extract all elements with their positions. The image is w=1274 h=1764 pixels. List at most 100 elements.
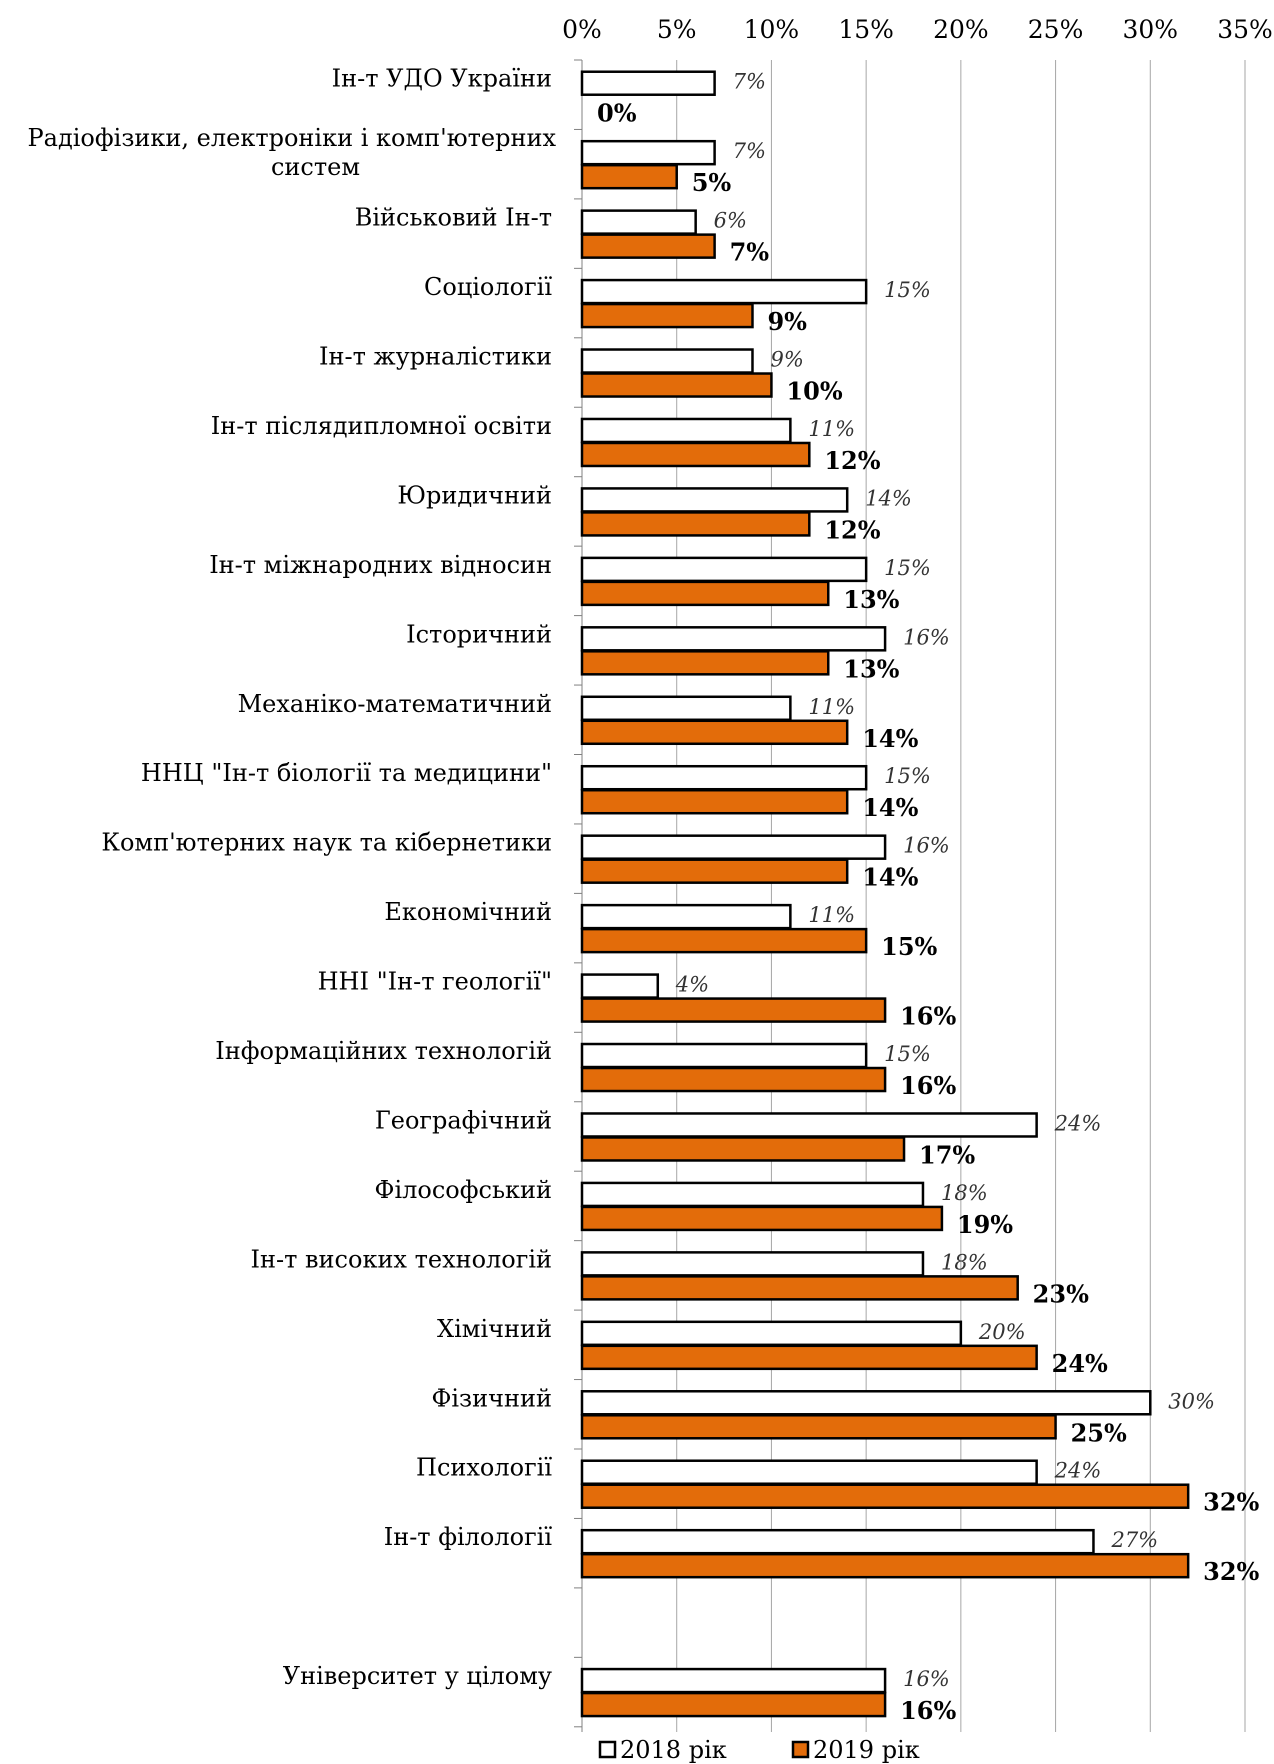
- legend-swatch-2019: [791, 1740, 810, 1759]
- bar-2019: [580, 1344, 1038, 1371]
- data-label-2018: 15%: [884, 278, 931, 302]
- bar-2019: [580, 1205, 944, 1232]
- data-labels: 7%0%7%5%6%7%15%9%9%10%11%12%14%12%15%13%…: [597, 70, 1260, 1725]
- data-label-2018: 30%: [1168, 1389, 1215, 1413]
- category-label: Комп'ютерних наук та кібернетики: [101, 829, 552, 857]
- data-label-2019: 24%: [1052, 1349, 1108, 1378]
- category-label: Психології: [416, 1454, 552, 1482]
- bar-2018: [580, 70, 716, 96]
- category-label: систем: [271, 153, 360, 181]
- data-label-2018: 24%: [1054, 1111, 1102, 1135]
- category-label: Філософський: [375, 1176, 552, 1204]
- category-label: Інформаційних технологій: [215, 1037, 552, 1065]
- bar-2018: [580, 626, 887, 652]
- data-label-2018: 16%: [903, 1667, 950, 1691]
- bar-2019: [580, 858, 849, 884]
- category-label: ННІ "Ін-т геології": [318, 968, 552, 996]
- legend: 2018 рік 2019 рік: [598, 1736, 920, 1764]
- bar-2018: [580, 1320, 963, 1347]
- category-label: Ін-т журналістики: [319, 343, 552, 371]
- bar-2019: [580, 927, 868, 954]
- data-label-2018: 24%: [1054, 1459, 1102, 1483]
- bar-2019: [580, 233, 716, 259]
- data-label-2019: 19%: [957, 1210, 1013, 1239]
- data-label-2019: 12%: [824, 446, 880, 475]
- bar-2019: [580, 1136, 906, 1162]
- category-label: Історичний: [406, 620, 552, 648]
- x-tick-label: 15%: [838, 15, 894, 44]
- data-label-2019: 13%: [843, 654, 899, 683]
- data-label-2019: 5%: [692, 168, 732, 197]
- data-label-2018: 15%: [884, 764, 931, 788]
- data-label-2019: 14%: [862, 724, 918, 753]
- data-label-2018: 18%: [941, 1250, 988, 1274]
- data-label-2019: 32%: [1203, 1557, 1259, 1586]
- bar-2019: [580, 302, 754, 329]
- category-labels: Ін-т УДО України Радіофізики, електроніки…: [28, 65, 557, 1690]
- bar-2018: [580, 1459, 1038, 1485]
- category-label: Радіофізики, електроніки і комп'ютерних: [28, 124, 557, 152]
- bar-2019: [580, 997, 887, 1023]
- category-label: Університет у цілому: [283, 1662, 552, 1690]
- data-label-2019: 23%: [1033, 1279, 1089, 1308]
- bar-2018: [580, 348, 754, 374]
- category-label: Фізичний: [431, 1384, 552, 1412]
- bar-2018: [580, 1667, 887, 1694]
- bar-2019: [580, 163, 678, 190]
- category-label: Ін-т високих технологій: [251, 1245, 552, 1273]
- data-label-2019: 7%: [730, 238, 770, 267]
- x-tick-label: 25%: [1028, 15, 1084, 44]
- bar-2018: [580, 556, 868, 583]
- data-label-2019: 15%: [881, 932, 937, 961]
- x-tick-label: 35%: [1217, 15, 1273, 44]
- data-label-2018: 6%: [714, 209, 747, 233]
- category-label: Ін-т післядипломної освіти: [211, 412, 552, 440]
- x-tick-label: 20%: [933, 15, 989, 44]
- data-label-2018: 14%: [865, 486, 912, 510]
- data-label-2018: 18%: [941, 1181, 988, 1205]
- category-label: Механіко-математичний: [238, 690, 552, 718]
- bar-2018: [580, 834, 887, 860]
- gridlines: [676, 60, 1246, 1732]
- bar-2018: [580, 973, 660, 999]
- bars: [580, 70, 1190, 1718]
- bar-2018: [580, 1181, 925, 1208]
- bar-2019: [580, 1483, 1190, 1509]
- bar-2018: [580, 209, 697, 235]
- data-label-2018: 11%: [808, 695, 855, 719]
- category-label: Ін-т філології: [384, 1523, 553, 1551]
- bar-2019: [580, 372, 773, 398]
- data-label-2019: 14%: [862, 863, 918, 892]
- category-axis: [574, 59, 583, 1732]
- category-label: Хімічний: [437, 1315, 552, 1343]
- bar-2019: [580, 719, 849, 746]
- data-label-2018: 9%: [770, 348, 803, 372]
- bar-2019: [580, 650, 830, 676]
- legend-label-2019: 2019 рік: [813, 1736, 920, 1764]
- bar-2019: [580, 1414, 1057, 1440]
- data-label-2019: 17%: [919, 1140, 975, 1169]
- data-label-2018: 11%: [808, 903, 855, 927]
- data-label-2019: 13%: [843, 585, 899, 614]
- data-label-2018: 16%: [903, 625, 950, 649]
- legend-label-2018: 2018 рік: [620, 1736, 727, 1764]
- data-label-2019: 32%: [1203, 1488, 1259, 1517]
- data-label-2019: 16%: [900, 1071, 956, 1100]
- x-tick-label: 0%: [562, 15, 602, 44]
- data-label-2018: 7%: [733, 139, 766, 163]
- bar-2018: [580, 1528, 1095, 1555]
- data-label-2018: 16%: [903, 834, 950, 858]
- data-label-2019: 25%: [1071, 1418, 1127, 1447]
- category-label: Військовий Ін-т: [355, 204, 552, 232]
- data-label-2018: 15%: [884, 556, 931, 580]
- bar-2018: [580, 695, 792, 722]
- data-label-2019: 16%: [900, 1696, 956, 1725]
- data-label-2019: 12%: [824, 515, 880, 544]
- bar-2018: [580, 139, 716, 166]
- bar-2018: [580, 487, 849, 513]
- bar-2019: [580, 441, 811, 468]
- bar-2019: [580, 1275, 1019, 1301]
- bar-2019: [580, 1552, 1190, 1579]
- bar-2018: [580, 1042, 868, 1069]
- bar-2019: [580, 1066, 887, 1093]
